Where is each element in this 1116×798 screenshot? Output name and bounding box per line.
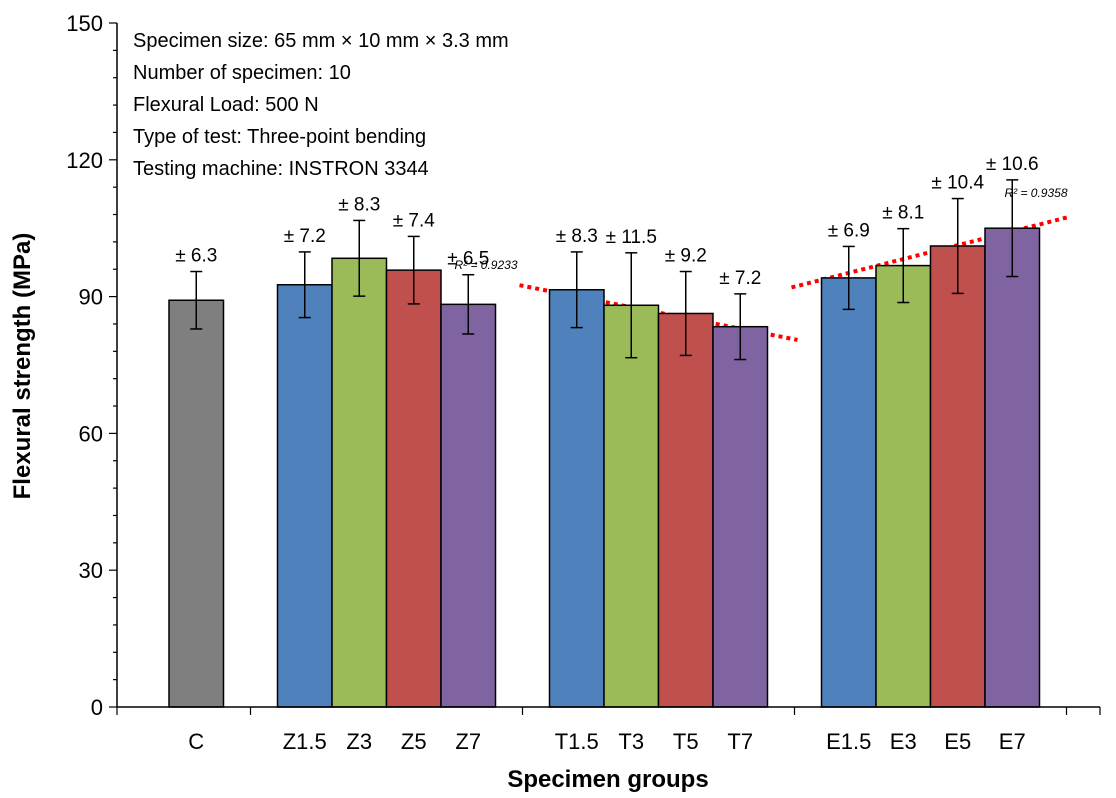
error-label: ± 8.3 [338, 194, 380, 215]
error-label: ± 6.5 [447, 249, 489, 270]
bar-C: ± 6.3 [168, 246, 225, 708]
r-squared-label: R² = 0.9358 [1004, 186, 1067, 200]
error-label: ± 8.3 [556, 226, 598, 247]
x-tick-label: C [188, 729, 204, 754]
error-label: ± 7.4 [393, 210, 436, 231]
test-condition-note: Number of specimen: 10 [133, 62, 351, 84]
test-condition-note: Flexural Load: 500 N [133, 94, 319, 116]
x-tick-label: T5 [673, 729, 699, 754]
x-tick-label: T1.5 [555, 729, 599, 754]
y-tick-label: 30 [79, 558, 103, 583]
y-tick-label: 0 [91, 695, 103, 720]
x-axis-title: Specimen groups [507, 766, 708, 793]
y-tick-label: 60 [79, 421, 103, 446]
bar-E7: ± 10.6 [984, 154, 1041, 708]
bar-rect [276, 283, 333, 708]
bar-rect [984, 227, 1041, 708]
x-tick-label: E3 [890, 729, 917, 754]
r-squared-label: R² = 0.9233 [454, 258, 517, 272]
bar-E1.5: ± 6.9 [820, 220, 877, 708]
bar-T3: ± 11.5 [603, 227, 660, 708]
x-tick-label: Z5 [401, 729, 427, 754]
bar-rect [385, 269, 442, 708]
x-tick-label: T7 [727, 729, 753, 754]
x-tick-label: E7 [999, 729, 1026, 754]
bar-rect [657, 312, 714, 708]
bar-rect [712, 325, 769, 708]
error-label: ± 11.5 [606, 227, 657, 248]
x-tick-label: Z7 [455, 729, 481, 754]
bar-rect [331, 257, 388, 708]
y-axis: 0 30 60 90 120 150 [66, 11, 118, 720]
test-conditions-notes: Specimen size: 65 mm × 10 mm × 3.3 mm Num… [133, 30, 509, 180]
bar-rect [440, 303, 497, 708]
error-label: ± 8.1 [882, 203, 924, 224]
bars: ± 6.3 ± 7.2 ± 8.3 ± 7.4 ± 6.5 ± 8.3 ± 11.5 ± 9.… [168, 154, 1041, 708]
error-label: ± 6.3 [175, 246, 217, 267]
error-label: ± 9.2 [665, 246, 707, 267]
bar-rect [548, 289, 605, 708]
bar-rect [820, 277, 877, 708]
error-label: ± 10.6 [986, 154, 1039, 175]
x-tick-label: Z3 [346, 729, 372, 754]
bar-E3: ± 8.1 [875, 203, 932, 708]
bar-Z3: ± 8.3 [331, 194, 388, 708]
bar-rect [168, 299, 225, 708]
test-condition-note: Type of test: Three-point bending [133, 126, 426, 148]
bar-Z5: ± 7.4 [385, 210, 442, 708]
bar-rect [875, 264, 932, 708]
x-tick-label: T3 [618, 729, 644, 754]
x-axis: C Z1.5 Z3 Z5 Z7 T1.5 T3 T5 T7 E1.5 E3 E5 E7 [116, 706, 1101, 754]
y-tick-label: 150 [66, 11, 103, 36]
bar-E5: ± 10.4 [929, 173, 986, 708]
x-tick-label: E1.5 [826, 729, 871, 754]
bar-Z1.5: ± 7.2 [276, 226, 333, 708]
error-label: ± 6.9 [828, 220, 870, 241]
error-label: ± 7.2 [284, 226, 326, 247]
bar-Z7: ± 6.5 [440, 249, 497, 708]
y-axis-title: Flexural strength (MPa) [9, 233, 36, 500]
bar-T7: ± 7.2 [712, 268, 769, 708]
bar-T1.5: ± 8.3 [548, 226, 605, 708]
test-condition-note: Specimen size: 65 mm × 10 mm × 3.3 mm [133, 30, 509, 52]
y-tick-label: 90 [79, 285, 103, 310]
y-tick-label: 120 [66, 148, 103, 173]
error-label: ± 10.4 [931, 173, 984, 194]
trendlines: R² = 0.9233 R² = 0.9358 [454, 186, 1070, 342]
test-condition-note: Testing machine: INSTRON 3344 [133, 158, 429, 180]
bar-rect [603, 304, 660, 708]
x-tick-label: Z1.5 [283, 729, 327, 754]
bar-T5: ± 9.2 [657, 246, 714, 708]
bar-rect [929, 245, 986, 708]
x-tick-label: E5 [944, 729, 971, 754]
error-label: ± 7.2 [719, 268, 761, 289]
